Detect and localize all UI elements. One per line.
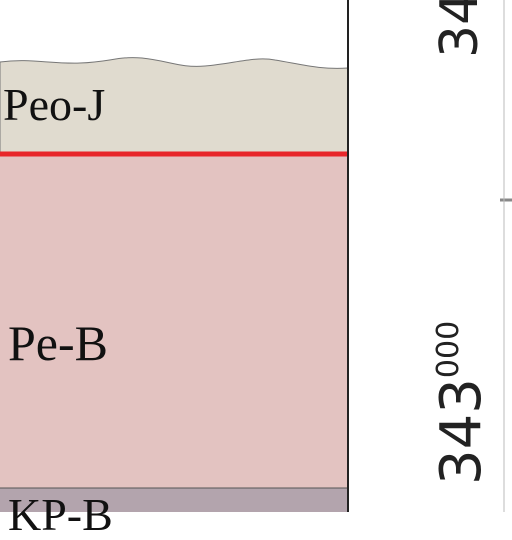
grid-coordinate-minor: 000: [431, 320, 466, 379]
grid-coordinate-top: 34: [430, 0, 490, 58]
unit-peo-j-polygon: [0, 57, 349, 153]
unit-label-kp-b: KP-B: [8, 489, 113, 540]
unit-kp-b-polygon: [0, 488, 348, 512]
unit-label-pe-b: Pe-B: [8, 315, 108, 371]
grid-coordinate-major: 343: [429, 378, 494, 485]
geologic-map-excerpt: [0, 0, 512, 512]
unit-label-peo-j: Peo-J: [3, 79, 106, 130]
grid-coordinate-top-text: 34: [430, 0, 490, 58]
grid-coordinate-main: 343000: [429, 320, 494, 485]
unit-pe-b-polygon: [0, 155, 348, 488]
